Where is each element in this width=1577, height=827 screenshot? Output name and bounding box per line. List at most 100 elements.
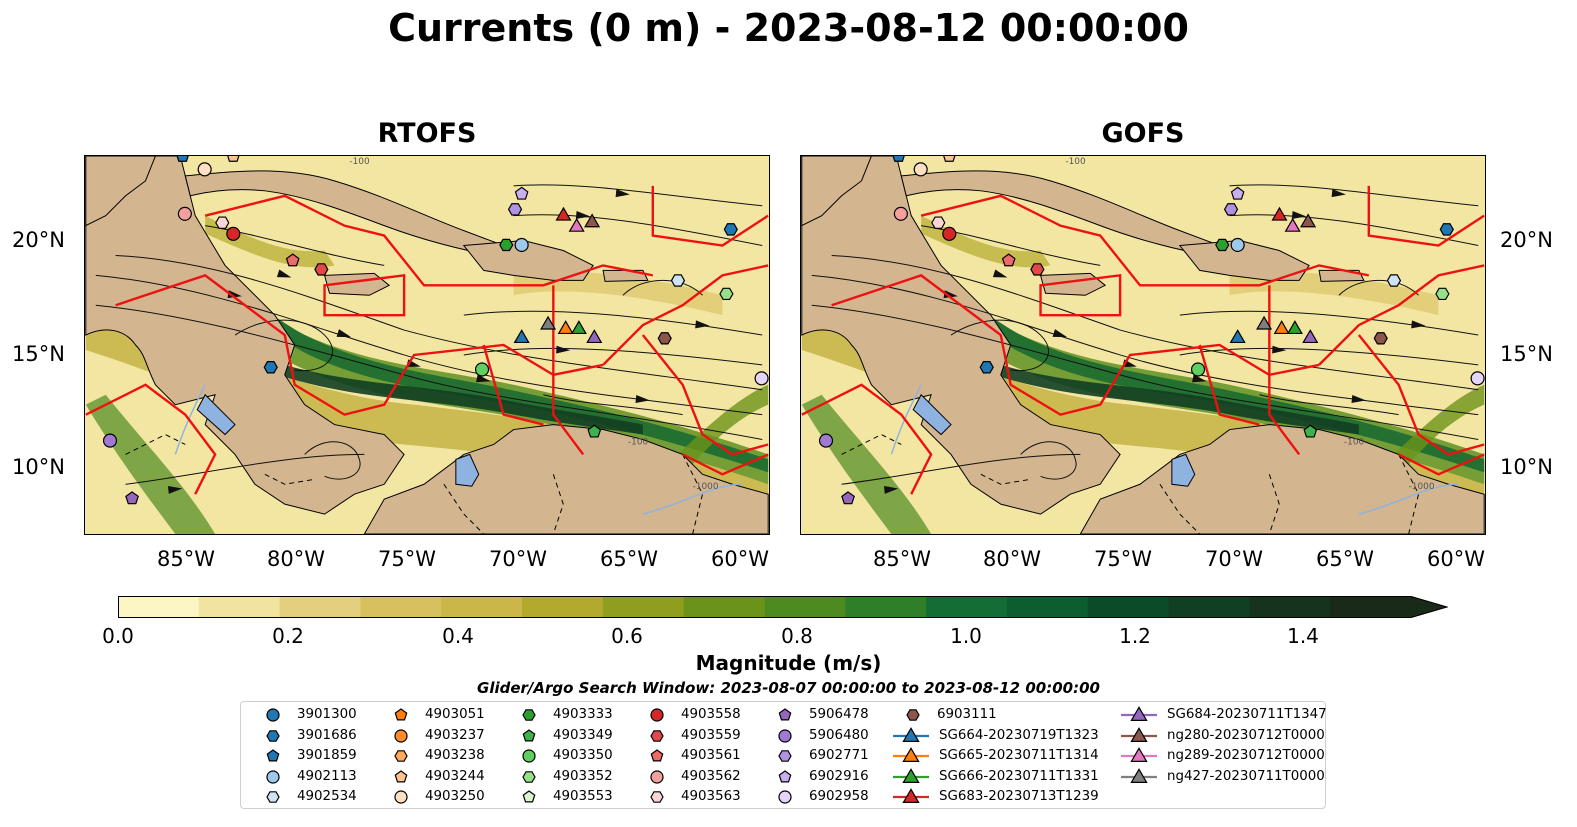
marker-4903333: [499, 238, 514, 252]
marker-3901686: [1439, 223, 1454, 236]
marker-6902916: [514, 186, 529, 200]
marker-6903111: [1373, 332, 1388, 345]
country-border: [443, 483, 485, 534]
streamline: [513, 214, 763, 247]
eez-boundary: [602, 264, 769, 366]
legend-label: SG665-20230711T1314: [939, 748, 1099, 764]
marker-SG665-20230711T1314: [1273, 320, 1290, 335]
streamline: [811, 304, 1479, 440]
lon-label-60w-right: 60°W: [1427, 547, 1485, 571]
lat-label-20n-right: 20°N: [1500, 228, 1553, 252]
eez-boundary: [323, 274, 406, 317]
legend-marker-pentagon: [778, 770, 792, 783]
marker-4903352: [1435, 287, 1450, 301]
marker-3901686: [979, 361, 994, 374]
lon-label-75w-left: 75°W: [378, 547, 436, 571]
country-border: [1268, 474, 1280, 534]
streamline: [234, 319, 334, 372]
colorbar-segment: [1330, 596, 1412, 618]
streamline: [950, 319, 1050, 372]
legend-label: 4903559: [681, 727, 741, 743]
marker-4903559: [1030, 263, 1045, 276]
marker-ng289-20230712T0000: [1284, 217, 1301, 232]
current-speed-band: [1229, 271, 1439, 316]
marker-6902958: [1470, 371, 1485, 386]
marker-4903350: [1190, 362, 1206, 377]
marker-4903349: [587, 424, 602, 438]
streamline-arrow: [476, 374, 491, 383]
lon-label-70w-left: 70°W: [489, 547, 547, 571]
marker-4902113: [514, 237, 529, 253]
rtofs-map[interactable]: -100 -100 -1000: [84, 155, 770, 535]
lon-label-65w-left: 65°W: [600, 547, 658, 571]
streamline: [513, 184, 763, 207]
central-america-land: [801, 156, 1121, 515]
current-speed-band: [205, 215, 335, 268]
colorbar-segment: [279, 596, 361, 618]
current-speed-band: [801, 394, 932, 534]
marker-SG664-20230719T1323: [1229, 329, 1246, 344]
legend-label: 5906478: [809, 707, 869, 722]
marker-4903244: [227, 156, 240, 162]
gofs-map[interactable]: -100 -100 -1000: [800, 155, 1486, 535]
eez-boundary: [204, 194, 654, 287]
colorbar-segment: [764, 596, 846, 618]
mexico-land: [85, 156, 156, 227]
legend-label: 4903562: [681, 768, 741, 784]
legend-label: 4903333: [553, 707, 613, 722]
streamline-arrow: [1052, 329, 1068, 338]
lon-label-80w-right: 80°W: [983, 547, 1041, 571]
streamline: [831, 254, 1479, 391]
panel-title-gofs: GOFS: [1101, 118, 1185, 149]
legend-marker-circle: [266, 708, 280, 722]
eez-boundary: [831, 274, 1320, 416]
country-border: [1159, 483, 1201, 534]
streamline-arrow: [1331, 189, 1346, 198]
legend-label: ng280-20230712T0000: [1167, 727, 1325, 743]
current-speed-band: [1000, 364, 1359, 435]
colorbar-tick: 0.8: [781, 624, 813, 648]
river: [1358, 483, 1459, 515]
streamline: [841, 453, 1081, 485]
lon-label-60w-left: 60°W: [711, 547, 769, 571]
legend-label: ng289-20230712T0000: [1167, 748, 1325, 764]
lon-label-85w-left: 85°W: [157, 547, 215, 571]
streamline: [543, 394, 683, 416]
colorbar-outline: [118, 596, 1448, 618]
streamline: [95, 304, 763, 440]
legend-label: 4903558: [681, 707, 741, 722]
eez-boundary: [85, 383, 217, 495]
marker-3901859: [176, 156, 189, 162]
rtofs-map-canvas: -100 -100 -1000: [85, 156, 769, 534]
streamline-arrow: [1411, 320, 1426, 329]
marker-ng427-20230711T0000: [1256, 315, 1273, 330]
legend-marker-circle: [522, 749, 536, 763]
marker-4903563: [931, 216, 946, 229]
marker-4903558: [226, 226, 241, 241]
marker-4903350: [474, 362, 490, 377]
legend: 3901300 3901686 3901859 4902113 4902534 49030…: [240, 701, 1327, 809]
marker-SG664-20230719T1323: [513, 329, 530, 344]
lat-label-10n-right: 10°N: [1500, 455, 1553, 479]
colorbar-segment: [522, 596, 604, 618]
streamline: [622, 279, 703, 296]
legend-marker-circle: [394, 790, 408, 804]
marker-4903563: [215, 216, 230, 229]
river: [174, 384, 206, 455]
contour-label: -1000: [1409, 482, 1435, 492]
legend-marker-circle: [778, 790, 792, 804]
marker-4903352: [719, 287, 734, 301]
streamline-arrow: [167, 485, 183, 494]
legend-label: 4903238: [425, 748, 485, 764]
country-border: [552, 474, 564, 534]
colorbar-segment: [198, 596, 281, 618]
marker-SG683-20230713T1239: [555, 206, 572, 221]
legend-label: 4902113: [297, 768, 357, 784]
marker-ng280-20230712T0000: [1300, 213, 1317, 228]
legend-label: 3901859: [297, 748, 357, 764]
contour-label: -100: [1344, 437, 1365, 447]
lat-label-15n-left: 15°N: [12, 342, 65, 366]
lon-label-80w-left: 80°W: [267, 547, 325, 571]
marker-SG666-20230711T1331: [570, 320, 587, 335]
hispaniola-land: [462, 240, 594, 281]
